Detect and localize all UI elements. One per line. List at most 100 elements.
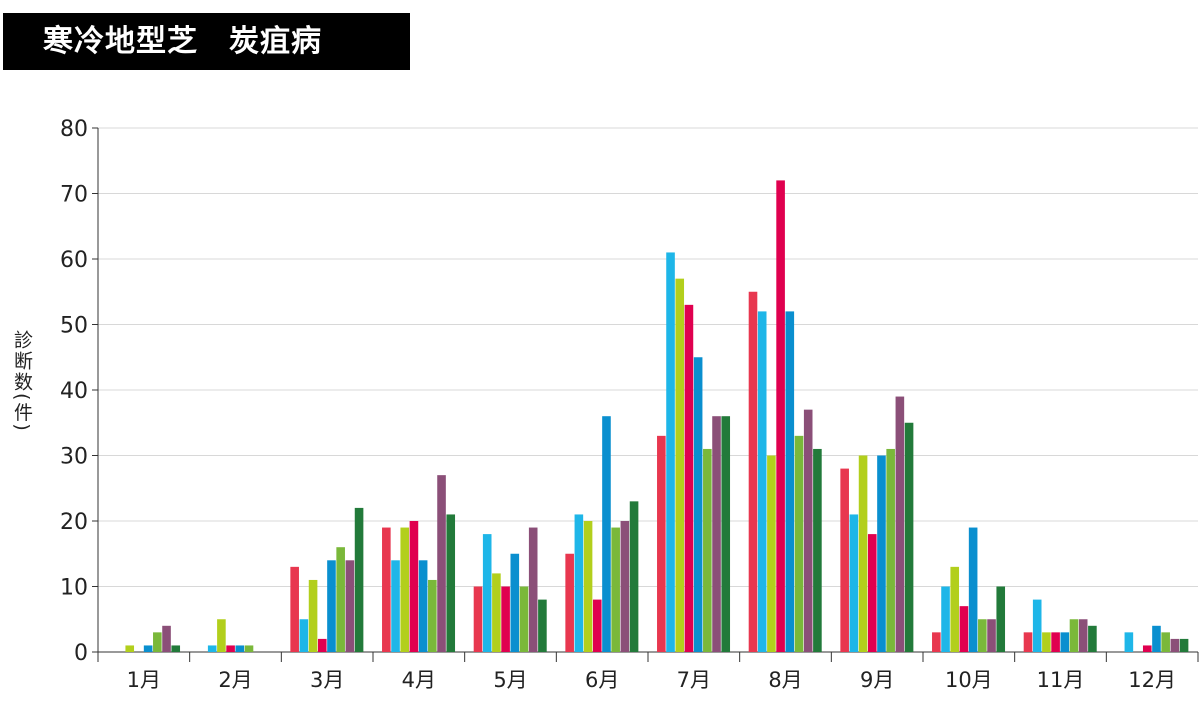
bar xyxy=(1042,632,1051,652)
bar xyxy=(666,252,675,652)
bar xyxy=(1142,645,1152,652)
bar xyxy=(629,501,639,652)
bar xyxy=(1088,625,1097,652)
bar xyxy=(327,560,336,652)
bar xyxy=(1060,632,1070,652)
y-tick-label: 60 xyxy=(60,248,88,273)
bar xyxy=(290,566,299,652)
bar xyxy=(510,553,520,652)
bar xyxy=(409,521,419,652)
bar xyxy=(345,560,355,652)
bar xyxy=(941,586,950,652)
bar xyxy=(1078,619,1088,652)
bar xyxy=(299,619,309,652)
x-tick-label: 5月 xyxy=(493,668,527,692)
y-tick-label: 10 xyxy=(60,576,88,601)
x-tick-label: 10月 xyxy=(945,668,993,692)
x-tick-label: 11月 xyxy=(1037,668,1085,692)
bar xyxy=(592,599,602,652)
bar xyxy=(886,448,895,652)
bar xyxy=(996,586,1006,652)
bar xyxy=(171,645,181,652)
bar xyxy=(437,475,446,652)
y-axis-label: 診断数(件) xyxy=(11,330,33,433)
bar xyxy=(308,579,318,652)
x-tick-label: 3月 xyxy=(310,668,344,692)
bar xyxy=(244,645,254,652)
bar xyxy=(143,645,153,652)
bar xyxy=(400,527,410,652)
bar xyxy=(840,468,849,652)
bar xyxy=(803,409,813,652)
bar xyxy=(565,553,574,652)
bar xyxy=(684,304,694,652)
bar xyxy=(978,619,987,652)
bar xyxy=(1124,632,1134,652)
bar xyxy=(125,645,135,652)
bar xyxy=(1170,638,1180,652)
bar xyxy=(895,396,905,652)
bar xyxy=(748,291,758,652)
bar xyxy=(757,311,767,652)
x-tick-label: 7月 xyxy=(677,668,711,692)
bar xyxy=(1179,638,1189,652)
bar xyxy=(391,560,400,652)
bar xyxy=(932,632,941,652)
bar xyxy=(858,455,868,652)
x-tick-label: 6月 xyxy=(585,668,619,692)
bar xyxy=(317,638,327,652)
bar xyxy=(867,534,877,652)
bar xyxy=(153,632,162,652)
bar xyxy=(904,422,914,652)
bar xyxy=(959,606,969,652)
bar xyxy=(528,527,538,652)
y-tick-label: 20 xyxy=(60,510,88,535)
bar xyxy=(1161,632,1170,652)
bar xyxy=(226,645,235,652)
bar xyxy=(1023,632,1033,652)
x-tick-label: 4月 xyxy=(402,668,436,692)
bar xyxy=(538,599,547,652)
bar xyxy=(877,455,886,652)
bar xyxy=(703,448,712,652)
bar xyxy=(693,357,703,652)
x-tick-label: 9月 xyxy=(860,668,894,692)
bar xyxy=(501,586,510,652)
title-banner: 寒冷地型芝 炭疽病 xyxy=(3,13,410,70)
bar xyxy=(785,311,795,652)
bar xyxy=(712,416,721,652)
bar xyxy=(162,625,171,652)
bar xyxy=(583,521,593,652)
bar xyxy=(849,514,859,652)
x-tick-label: 12月 xyxy=(1128,668,1176,692)
bar xyxy=(207,645,217,652)
chart-title: 寒冷地型芝 炭疽病 xyxy=(43,24,322,59)
x-tick-label: 1月 xyxy=(127,668,161,692)
bar xyxy=(776,180,785,652)
bar xyxy=(354,507,364,652)
bar xyxy=(675,278,685,652)
bar xyxy=(813,448,822,652)
y-tick-label: 0 xyxy=(74,641,88,666)
bar xyxy=(519,586,529,652)
bar xyxy=(1069,619,1079,652)
bar xyxy=(473,586,483,652)
x-tick-label: 2月 xyxy=(218,668,252,692)
bar xyxy=(657,435,666,652)
bar xyxy=(217,619,226,652)
bar xyxy=(950,566,960,652)
x-tick-label: 8月 xyxy=(768,668,802,692)
bar xyxy=(336,547,345,652)
y-tick-label: 80 xyxy=(60,117,88,142)
bar xyxy=(418,560,428,652)
bar xyxy=(382,527,391,652)
bar xyxy=(1152,625,1161,652)
y-tick-label: 70 xyxy=(60,183,88,208)
bar xyxy=(611,527,620,652)
y-tick-label: 40 xyxy=(60,379,88,404)
bar xyxy=(1032,599,1042,652)
bar xyxy=(1051,632,1060,652)
bar xyxy=(968,527,978,652)
bar xyxy=(721,416,731,652)
